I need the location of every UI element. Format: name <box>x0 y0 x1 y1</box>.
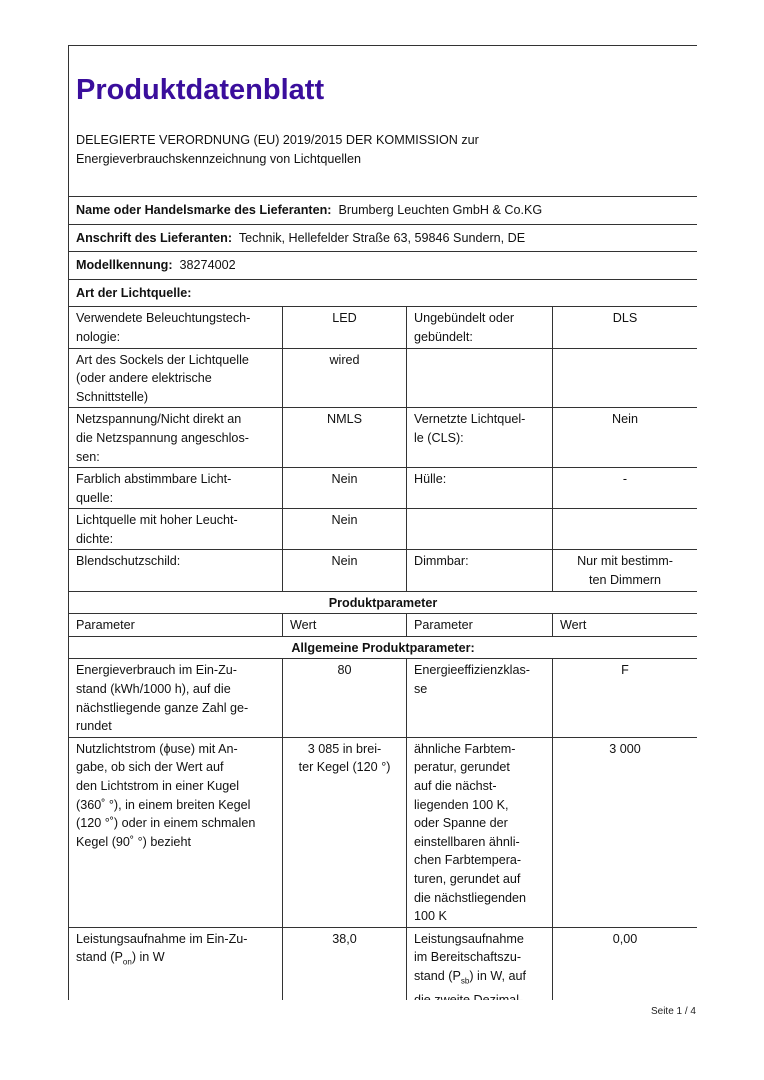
supplier-row: Name oder Handelsmarke des Lieferanten: … <box>68 195 697 225</box>
address-label: Anschrift des Lieferanten: <box>76 230 233 245</box>
model-value: 38274002 <box>179 258 236 273</box>
table-row: Lichtquelle mit hoher Leucht- dichte: Nei… <box>68 508 697 551</box>
value-cell: DLS <box>552 306 697 349</box>
value-cell: LED <box>282 306 407 349</box>
table-row: Verwendete Beleuchtungstech- nologie: LED… <box>68 306 697 349</box>
general-parameters-heading: Allgemeine Produktparameter: <box>68 635 697 660</box>
column-header: Parameter <box>406 613 553 637</box>
supplier-value: Brumberg Leuchten GmbH & Co.KG <box>338 202 543 217</box>
value-cell: Nein <box>552 407 697 469</box>
value-cell: F <box>552 658 697 738</box>
value-cell <box>552 508 697 551</box>
value-cell: 38,0 <box>282 926 407 1000</box>
value-cell: Nur mit bestimm- ten Dimmern <box>552 549 697 592</box>
datasheet: Produktdatenblatt DELEGIERTE VERORDNUNG … <box>68 45 697 1000</box>
parameter-cell: Vernetzte Lichtquel- le (CLS): <box>406 407 553 469</box>
value-cell: NMLS <box>282 407 407 469</box>
datasheet-table: Produktdatenblatt DELEGIERTE VERORDNUNG … <box>68 45 697 1000</box>
table-row: Art des Sockels der Lichtquelle (oder an… <box>68 347 697 409</box>
value-cell <box>552 347 697 409</box>
value-cell: 3 000 <box>552 736 697 928</box>
parameter-cell: Farblich abstimmbare Licht- quelle: <box>68 467 283 510</box>
address-row: Anschrift des Lieferanten: Technik, Hell… <box>68 223 697 253</box>
value-cell: 3 085 in brei- ter Kegel (120 °) <box>282 736 407 928</box>
parameter-cell <box>406 508 553 551</box>
parameter-cell: Netzspannung/Nicht direkt an die Netzspa… <box>68 407 283 469</box>
product-parameters-heading: Produktparameter <box>68 590 697 615</box>
value-cell: Nein <box>282 467 407 510</box>
light-source-heading: Art der Lichtquelle: <box>68 278 697 308</box>
parameter-cell: Art des Sockels der Lichtquelle (oder an… <box>68 347 283 409</box>
regulation-subtitle: DELEGIERTE VERORDNUNG (EU) 2019/2015 DER… <box>76 133 479 166</box>
page-title: Produktdatenblatt <box>76 73 325 106</box>
value-cell: 80 <box>282 658 407 738</box>
value-cell: - <box>552 467 697 510</box>
table-row: Nutzlichtstrom (ϕuse) mit An- gabe, ob s… <box>68 736 697 928</box>
parameter-cell: Leistungsaufnahme im Ein-Zu- stand (Pon)… <box>68 926 283 1000</box>
column-header: Wert <box>552 613 697 637</box>
value-cell: 0,00 <box>552 926 697 1000</box>
page-number: Seite 1 / 4 <box>650 1006 696 1017</box>
parameter-cell <box>406 347 553 409</box>
table-row: Farblich abstimmbare Licht- quelle: Nein H… <box>68 467 697 510</box>
value-cell: Nein <box>282 508 407 551</box>
parameter-cell: Verwendete Beleuchtungstech- nologie: <box>68 306 283 349</box>
parameter-cell: Ungebündelt oder gebündelt: <box>406 306 553 349</box>
model-label: Modellkennung: <box>76 258 173 273</box>
parameter-cell: Nutzlichtstrom (ϕuse) mit An- gabe, ob s… <box>68 736 283 928</box>
supplier-label: Name oder Handelsmarke des Lieferanten: <box>76 202 332 217</box>
parameter-cell: Hülle: <box>406 467 553 510</box>
parameter-cell: ähnliche Farbtem- peratur, gerundet auf … <box>406 736 553 928</box>
column-header: Wert <box>282 613 407 637</box>
parameter-cell: Energieverbrauch im Ein-Zu- stand (kWh/1… <box>68 658 283 738</box>
parameter-cell: Blendschutzschild: <box>68 549 283 592</box>
table-row: Leistungsaufnahme im Ein-Zu- stand (Pon)… <box>68 926 697 1000</box>
value-cell: Nein <box>282 549 407 592</box>
table-row: Netzspannung/Nicht direkt an die Netzspa… <box>68 407 697 469</box>
parameter-cell: Energieeffizienzklas- se <box>406 658 553 738</box>
table-row: Blendschutzschild: Nein Dimmbar: Nur mit be… <box>68 549 697 592</box>
title-cell: Produktdatenblatt DELEGIERTE VERORDNUNG … <box>68 45 697 197</box>
table-row: Energieverbrauch im Ein-Zu- stand (kWh/1… <box>68 658 697 738</box>
model-row: Modellkennung: 38274002 <box>68 251 697 280</box>
parameter-cell: Leistungsaufnahme im Bereitschaftszu- st… <box>406 926 553 1000</box>
parameter-cell: Lichtquelle mit hoher Leucht- dichte: <box>68 508 283 551</box>
value-cell: wired <box>282 347 407 409</box>
parameter-cell: Dimmbar: <box>406 549 553 592</box>
address-value: Technik, Hellefelder Straße 63, 59846 Su… <box>238 230 526 245</box>
column-header: Parameter <box>68 613 283 637</box>
